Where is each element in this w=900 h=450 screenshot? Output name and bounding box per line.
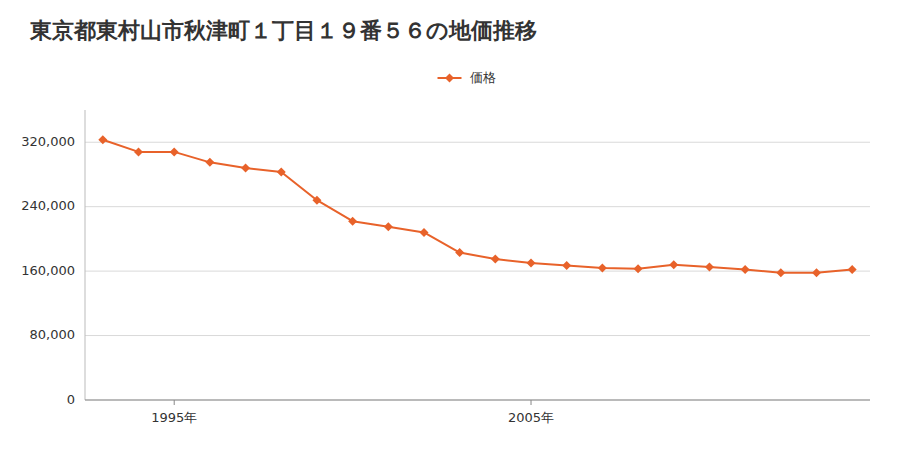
marker — [598, 263, 607, 272]
marker — [98, 135, 107, 144]
x-axis-line — [85, 400, 870, 401]
y-tick-label: 240,000 — [21, 198, 75, 213]
plot-data — [98, 135, 856, 277]
marker — [205, 158, 214, 167]
marker — [277, 168, 286, 177]
y-tick-label: 320,000 — [21, 134, 75, 149]
marker — [527, 259, 536, 268]
y-tick-label: 0 — [67, 392, 75, 407]
grid-line — [85, 400, 870, 401]
line — [103, 140, 852, 273]
marker — [634, 264, 643, 273]
x-tick — [174, 400, 175, 405]
legend: 価格 — [438, 70, 496, 85]
marker — [134, 147, 143, 156]
marker — [848, 265, 857, 274]
x-tick — [531, 400, 532, 405]
x-tick-label: 2005年 — [508, 410, 554, 425]
marker — [348, 217, 357, 226]
marker — [776, 268, 785, 277]
x-tick-label: 1995年 — [151, 410, 197, 425]
y-tick-label: 160,000 — [21, 263, 75, 278]
grid-line — [85, 142, 870, 143]
marker — [312, 196, 321, 205]
marker — [705, 263, 714, 272]
chart: 東京都東村山市秋津町１丁目１９番５６の地価推移 0 80,000 160,000 240… — [0, 0, 900, 450]
grid-line — [85, 335, 870, 336]
marker — [419, 228, 428, 237]
marker — [170, 147, 179, 156]
marker — [384, 222, 393, 231]
marker — [241, 164, 250, 173]
marker — [455, 248, 464, 257]
legend-label: 価格 — [470, 70, 496, 85]
y-axis-line — [85, 110, 86, 400]
y-tick-label: 80,000 — [30, 327, 76, 342]
marker — [669, 260, 678, 269]
legend-marker — [445, 74, 454, 83]
title: 東京都東村山市秋津町１丁目１９番５６の地価推移 — [29, 18, 537, 43]
grid-line — [85, 206, 870, 207]
marker — [741, 265, 750, 274]
marker — [812, 268, 821, 277]
marker — [562, 261, 571, 270]
marker — [491, 255, 500, 264]
